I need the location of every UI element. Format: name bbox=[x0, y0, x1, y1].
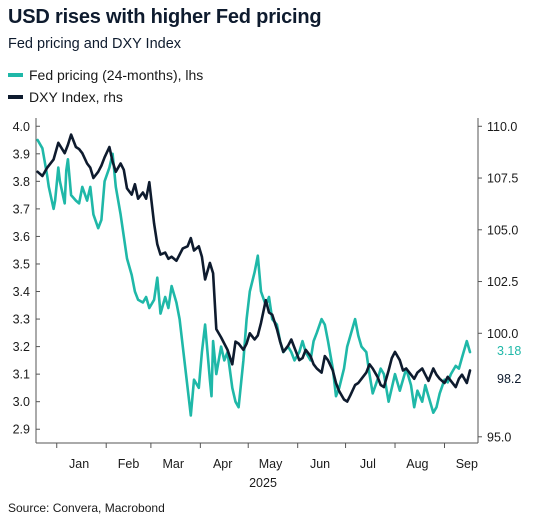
right-tick-label: 100.0 bbox=[487, 327, 518, 341]
left-tick-label: 3.5 bbox=[13, 257, 30, 271]
x-tick-label: Jun bbox=[310, 457, 330, 471]
left-tick-label: 3.3 bbox=[13, 313, 30, 327]
left-tick-label: 2.9 bbox=[13, 423, 30, 437]
x-tick-label: Aug bbox=[406, 457, 428, 471]
x-tick-label: May bbox=[259, 457, 283, 471]
legend-label-fed-pricing: Fed pricing (24-months), lhs bbox=[29, 67, 204, 83]
x-axis-title: 2025 bbox=[249, 476, 277, 490]
right-tick-label: 95.0 bbox=[487, 430, 511, 444]
legend-swatch-fed-pricing bbox=[8, 73, 23, 77]
right-tick-label: 107.5 bbox=[487, 172, 518, 186]
left-tick-label: 3.6 bbox=[13, 230, 30, 244]
right-tick-label: 110.0 bbox=[487, 120, 517, 134]
x-tick-label: Mar bbox=[162, 457, 184, 471]
x-tick-label: Feb bbox=[118, 457, 140, 471]
dxy-index-line bbox=[36, 133, 472, 403]
chart-title: USD rises with higher Fed pricing bbox=[8, 6, 322, 28]
x-tick-label: Jul bbox=[360, 457, 376, 471]
dxy-end-label: 98.2 bbox=[497, 372, 521, 386]
left-tick-label: 3.0 bbox=[13, 395, 30, 409]
left-tick-label: 3.9 bbox=[13, 147, 30, 161]
legend-label-dxy: DXY Index, rhs bbox=[29, 89, 123, 105]
legend-item-dxy: DXY Index, rhs bbox=[8, 86, 203, 108]
left-tick-label: 3.8 bbox=[13, 175, 30, 189]
fed-pricing-end-label: 3.18 bbox=[497, 344, 521, 358]
fed-pricing-line bbox=[36, 138, 472, 417]
x-tick-label: Sep bbox=[456, 457, 478, 471]
left-tick-label: 3.7 bbox=[13, 202, 30, 216]
left-tick-label: 3.4 bbox=[13, 285, 30, 299]
left-tick-label: 4.0 bbox=[13, 120, 30, 134]
x-tick-label: Apr bbox=[213, 457, 232, 471]
legend: Fed pricing (24-months), lhs DXY Index, … bbox=[8, 64, 203, 108]
source-note: Source: Convera, Macrobond bbox=[8, 501, 165, 515]
right-tick-label: 105.0 bbox=[487, 223, 518, 237]
chart-subtitle: Fed pricing and DXY Index bbox=[8, 36, 182, 52]
x-tick-label: Jan bbox=[69, 457, 89, 471]
legend-swatch-dxy bbox=[8, 95, 23, 99]
right-tick-label: 102.5 bbox=[487, 275, 518, 289]
legend-item-fed-pricing: Fed pricing (24-months), lhs bbox=[8, 64, 203, 86]
left-tick-label: 3.2 bbox=[13, 340, 30, 354]
left-tick-label: 3.1 bbox=[13, 368, 30, 382]
